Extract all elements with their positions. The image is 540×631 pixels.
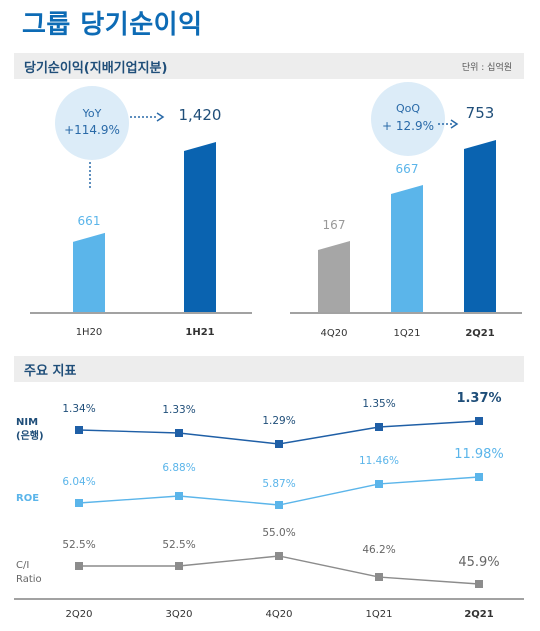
data-point [75, 562, 83, 570]
qoq-arrow-head [450, 119, 459, 129]
series-name: NIM [16, 417, 38, 428]
x-tick-label: 1H20 [76, 327, 103, 338]
data-label: 1.37% [456, 391, 501, 406]
data-point [375, 573, 383, 581]
data-label: 5.87% [262, 478, 295, 490]
x-tick-label: 4Q20 [321, 328, 348, 339]
bar-value-label: 661 [78, 214, 101, 228]
bar-value-label: 167 [323, 218, 346, 232]
data-label: 46.2% [362, 544, 395, 556]
series-name: C/I [16, 560, 29, 571]
data-point [175, 562, 183, 570]
data-label: 1.34% [62, 403, 95, 415]
qoq-value: + 12.9% [382, 119, 434, 133]
data-point [475, 417, 483, 425]
data-label: 6.04% [62, 476, 95, 488]
series-name: Ratio [16, 574, 42, 585]
data-label: 11.98% [454, 447, 504, 462]
data-point [275, 501, 283, 509]
yoy-bubble [55, 86, 129, 160]
bar-value-label: 667 [396, 162, 419, 176]
data-label: 6.88% [162, 462, 195, 474]
data-label: 1.33% [162, 404, 195, 416]
bar-value-label: 1,420 [179, 106, 222, 124]
yoy-label: YoY [82, 107, 102, 120]
data-point [275, 440, 283, 448]
data-label: 52.5% [62, 539, 95, 551]
bar-1H21 [184, 142, 216, 312]
data-point [375, 480, 383, 488]
section-title: 주요 지표 [24, 364, 77, 379]
section-title: 당기순이익(지배기업지분) [24, 61, 168, 76]
x-tick-label: 3Q20 [166, 609, 193, 620]
series-name: ROE [16, 493, 39, 504]
data-point [275, 552, 283, 560]
data-point [75, 426, 83, 434]
data-label: 1.35% [362, 398, 395, 410]
data-point [475, 580, 483, 588]
bar-1H20 [73, 232, 105, 312]
x-tick-label: 2Q21 [465, 328, 494, 339]
data-label: 55.0% [262, 527, 295, 539]
x-tick-label: 1H21 [185, 327, 214, 338]
qoq-label: QoQ [396, 102, 420, 115]
bar-4Q20 [318, 241, 350, 312]
x-tick-label: 2Q20 [66, 609, 93, 620]
bar-1Q21 [391, 185, 423, 312]
bar-value-label: 753 [466, 104, 495, 122]
yoy-arrow-head [156, 112, 165, 122]
section-header-key-indicators: 주요 지표 [14, 356, 524, 382]
series-name: (은행) [16, 429, 44, 442]
x-tick-label: 2Q21 [464, 609, 493, 620]
section-header-net-income: 당기순이익(지배기업지분) 단위 : 십억원 [14, 53, 524, 79]
bar-2Q21 [464, 140, 496, 312]
page-title: 그룹 당기순이익 [22, 10, 203, 40]
data-label: 45.9% [458, 555, 499, 570]
data-label: 52.5% [162, 539, 195, 551]
data-point [175, 492, 183, 500]
unit-label: 단위 : 십억원 [461, 63, 512, 73]
x-tick-label: 1Q21 [366, 609, 393, 620]
data-point [375, 423, 383, 431]
data-point [75, 499, 83, 507]
data-point [475, 473, 483, 481]
data-label: 1.29% [262, 415, 295, 427]
qoq-bubble [371, 82, 445, 156]
yoy-value: +114.9% [64, 123, 120, 137]
x-tick-label: 1Q21 [394, 328, 421, 339]
x-tick-label: 4Q20 [266, 609, 293, 620]
data-label: 11.46% [359, 455, 399, 467]
series-line [79, 555, 480, 585]
data-point [175, 429, 183, 437]
